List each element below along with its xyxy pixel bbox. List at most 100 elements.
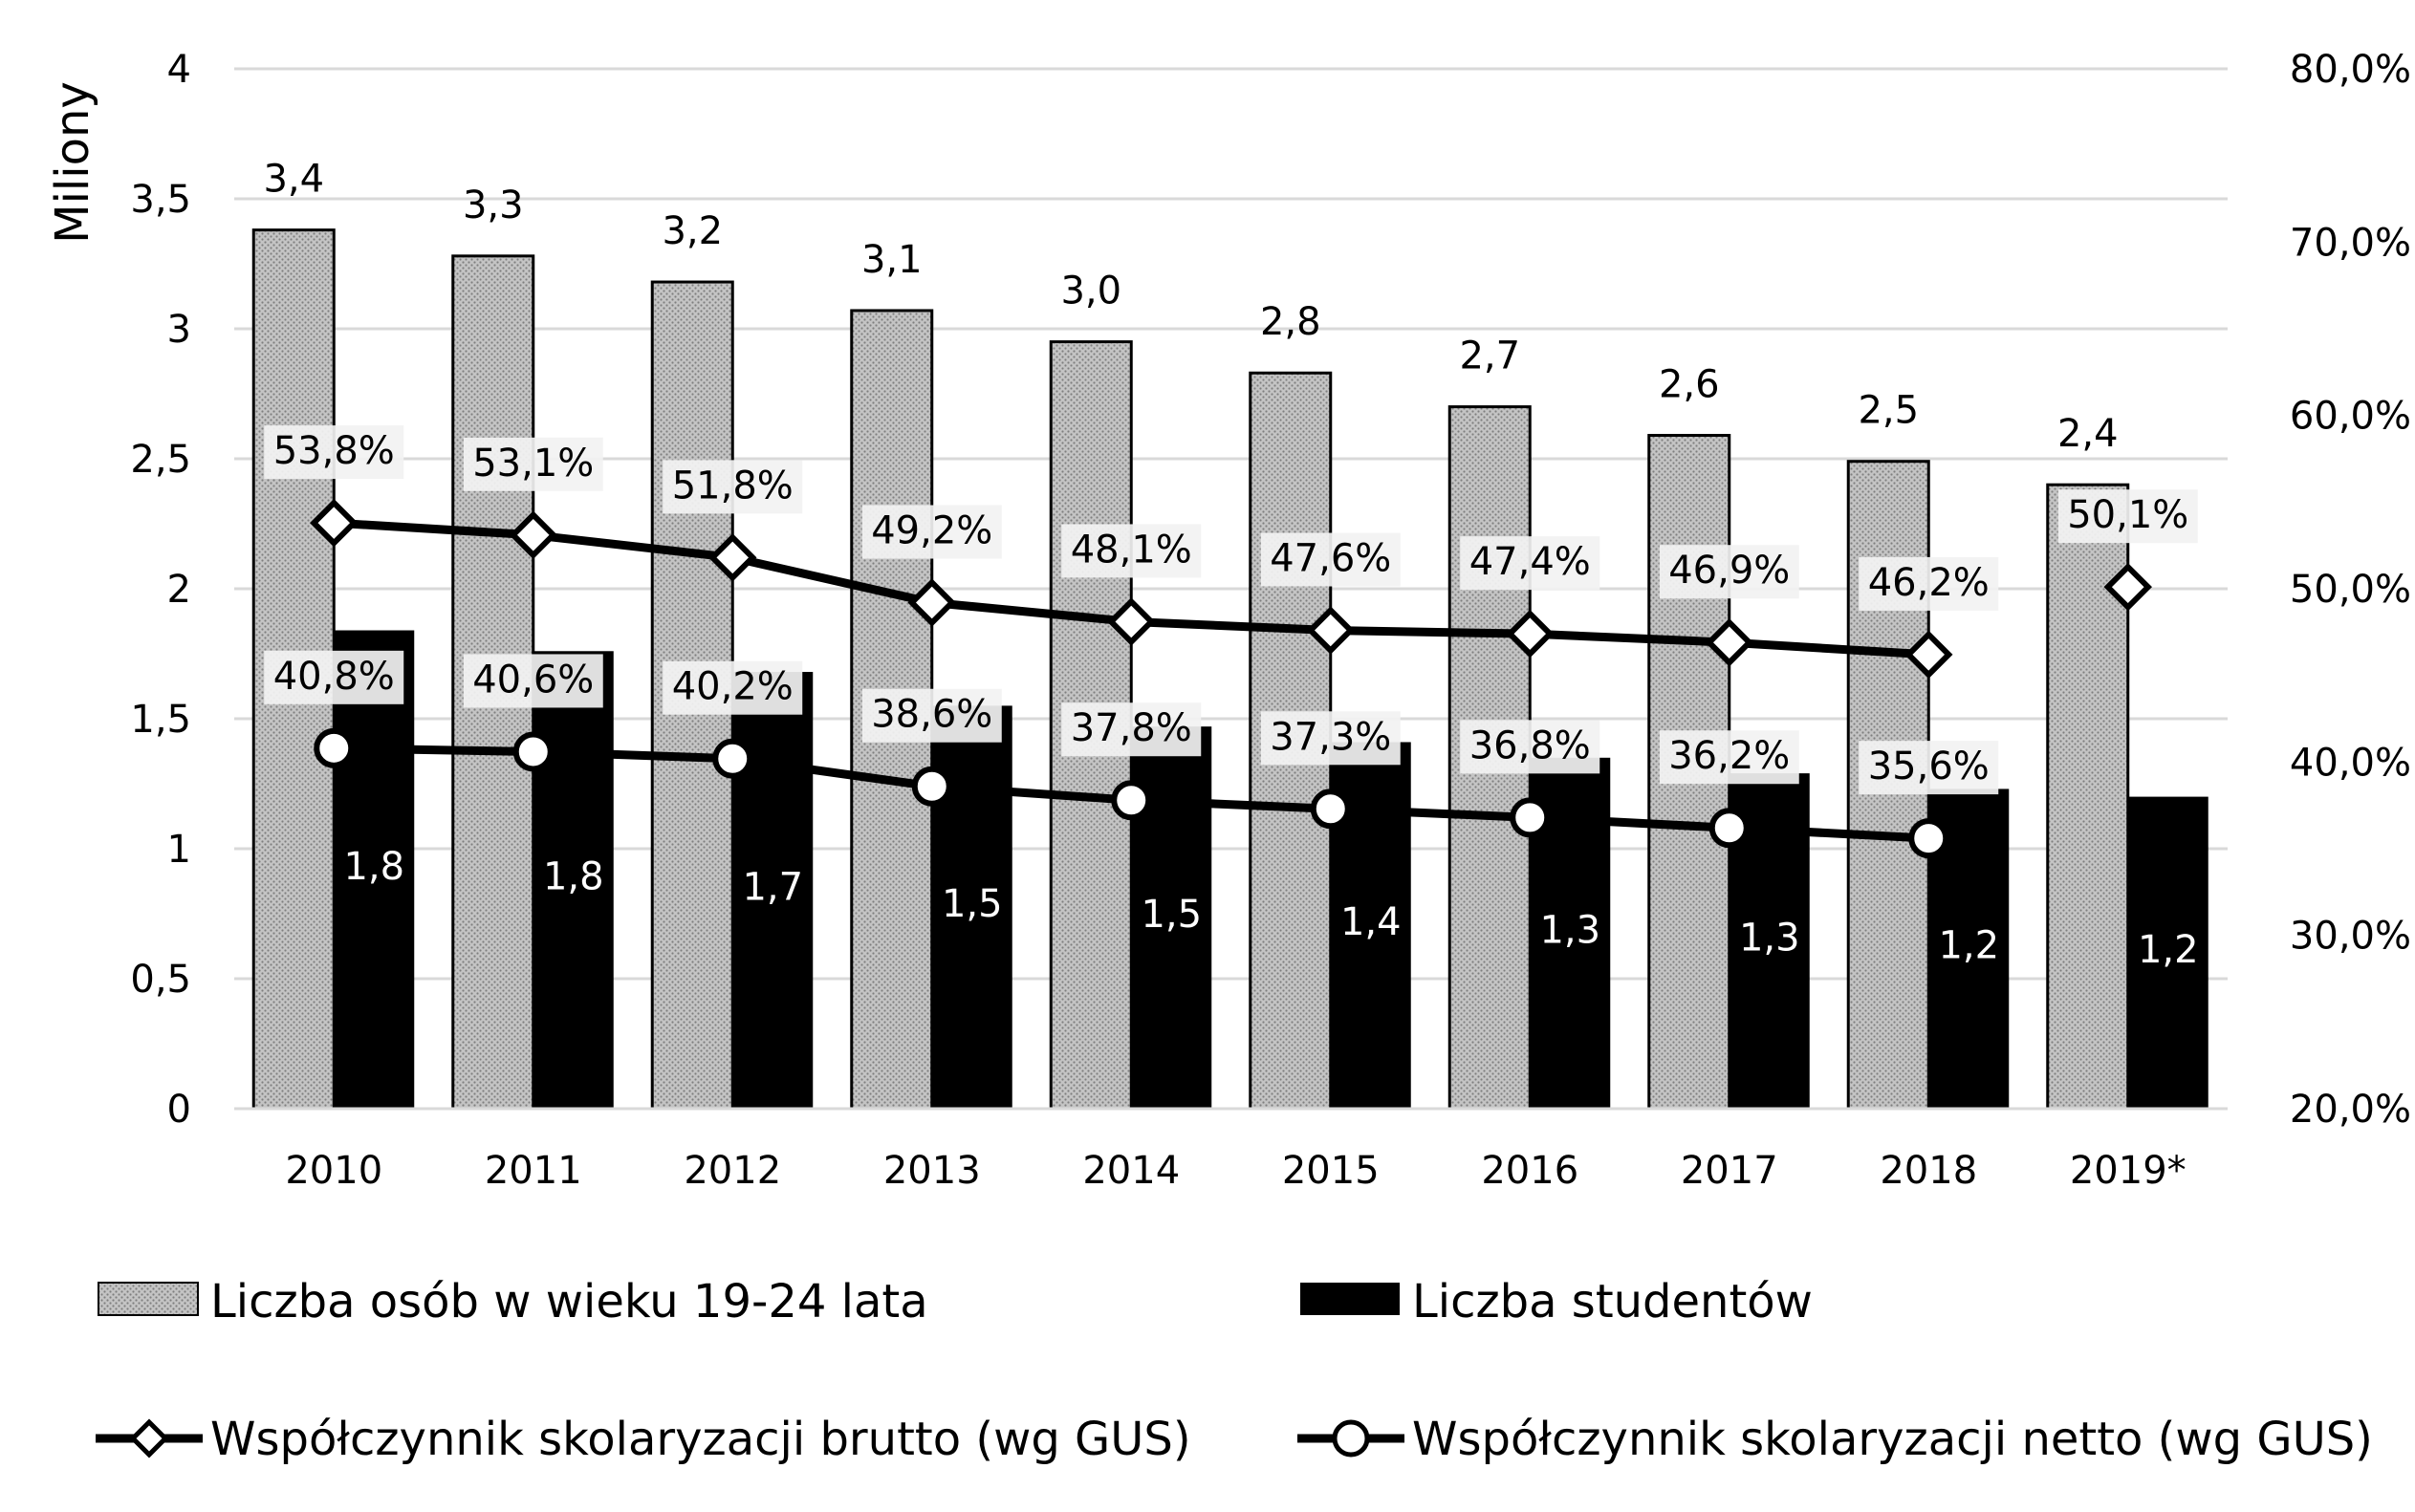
legend-circle-icon	[1332, 1419, 1370, 1458]
legend-diamond-icon	[129, 1418, 169, 1458]
net-value-label: 35,6%	[1868, 745, 1990, 788]
net-circle-marker	[1908, 818, 1949, 859]
y2-tick-label: 60,0%	[2290, 395, 2411, 439]
gross-value-label: 47,4%	[1469, 540, 1591, 584]
gross-diamond-marker	[2103, 562, 2152, 612]
student-value-label: 1,5	[942, 882, 1003, 926]
net-value-label: 37,8%	[1071, 706, 1192, 750]
legend-label-students: Liczba studentów	[1412, 1275, 1813, 1328]
y2-tick-label: 80,0%	[2290, 48, 2411, 92]
net-label-box	[264, 650, 404, 704]
student-value-label: 1,3	[1739, 917, 1800, 961]
student-value-label: 1,4	[1340, 900, 1402, 944]
population-value-label: 3,0	[1060, 270, 1121, 313]
gross-diamond-marker	[1705, 617, 1753, 667]
student-bar	[2127, 796, 2208, 1109]
x-tick-label: 2011	[485, 1149, 582, 1193]
y-tick-label: 1,5	[130, 698, 191, 742]
x-tick-label: 2012	[684, 1149, 781, 1193]
net-label-box	[1260, 711, 1401, 766]
gross-label-box	[1061, 524, 1202, 578]
gross-label-box	[1460, 536, 1600, 591]
gross-label-box	[663, 460, 803, 514]
gross-value-label: 53,1%	[472, 442, 594, 486]
student-bar	[533, 651, 614, 1109]
net-label-box	[663, 660, 803, 715]
net-circle-marker	[1708, 808, 1750, 849]
gross-value-label: 49,2%	[871, 509, 992, 553]
population-value-label: 2,6	[1659, 363, 1720, 407]
gross-diamond-marker	[1904, 630, 1953, 680]
gross-diamond-marker	[509, 510, 557, 560]
net-circle-marker	[512, 731, 554, 772]
y-tick-label: 3	[167, 308, 191, 352]
legend-item-population: Liczba osób w wieku 19-24 lata	[98, 1275, 928, 1328]
legend-label-gross: Współczynnik skolaryzacji brutto (wg GUS…	[210, 1413, 1191, 1466]
gross-label-box	[1659, 545, 1799, 599]
x-tick-label: 2013	[883, 1149, 981, 1193]
ratio-markers	[310, 498, 2152, 859]
net-label-box	[1659, 730, 1799, 785]
gross-label-box	[463, 437, 603, 491]
y2-tick-label: 30,0%	[2290, 915, 2411, 959]
gross-diamond-marker	[1506, 609, 1555, 659]
y-axis-title: Miliony	[46, 81, 99, 244]
y-tick-label: 1	[167, 828, 191, 872]
net-label-box	[861, 688, 1002, 743]
net-value-label: 36,2%	[1668, 734, 1790, 778]
net-circle-marker	[712, 738, 753, 779]
gross-diamond-marker	[708, 533, 757, 582]
net-value-label: 37,3%	[1270, 715, 1391, 759]
gross-label-box	[1859, 556, 1999, 611]
population-value-label: 2,7	[1459, 335, 1520, 378]
population-value-label: 3,4	[263, 158, 324, 202]
student-value-label: 1,8	[543, 855, 604, 899]
population-value-label: 3,1	[861, 238, 923, 282]
net-circle-marker	[314, 727, 355, 768]
net-label-box	[463, 654, 603, 708]
data-labels: 3,4 1,8 3,3 1,8 3,2 1,7 3,1 1,5 3,0 1,5 2,8 1,4 2,7 1…	[263, 158, 2198, 972]
net-circle-marker	[911, 766, 952, 807]
legend-item-gross: Współczynnik skolaryzacji brutto (wg GUS…	[96, 1413, 1191, 1466]
net-label-box	[1460, 720, 1600, 774]
y-tick-label: 0	[167, 1088, 191, 1132]
gross-value-label: 47,6%	[1270, 537, 1391, 581]
net-value-label: 40,6%	[472, 658, 594, 702]
legend-swatch-students	[1300, 1283, 1400, 1315]
y2-tick-label: 20,0%	[2290, 1088, 2411, 1132]
x-tick-label: 2019*	[2070, 1149, 2187, 1193]
student-value-label: 1,5	[1141, 893, 1202, 937]
y-tick-label: 2,5	[130, 438, 191, 482]
net-circle-marker	[1111, 780, 1152, 821]
net-circle-marker	[1510, 797, 1551, 838]
gross-value-label: 50,1%	[2067, 493, 2188, 537]
student-value-label: 1,2	[2138, 928, 2199, 972]
net-label-box	[1061, 702, 1202, 757]
gross-diamond-marker	[907, 578, 956, 627]
y-tick-label: 2	[167, 568, 191, 612]
student-value-label: 1,3	[1539, 908, 1600, 952]
population-value-label: 2,4	[2057, 412, 2119, 456]
x-tick-label: 2016	[1481, 1149, 1578, 1193]
axes: 0 0,5 1 1,5 2 2,5 3 3,5 4 20,0% 30,0% 40,0% 50,0% 60,…	[130, 48, 2411, 1193]
y2-tick-label: 50,0%	[2290, 568, 2411, 612]
legend-label-net: Współczynnik skolaryzacji netto (wg GUS)	[1412, 1413, 2373, 1466]
x-tick-label: 2014	[1082, 1149, 1180, 1193]
y2-tick-label: 70,0%	[2290, 221, 2411, 265]
net-value-label: 40,2%	[672, 665, 794, 709]
x-tick-label: 2010	[285, 1149, 382, 1193]
legend-item-students: Liczba studentów	[1300, 1275, 1813, 1328]
x-tick-label: 2015	[1282, 1149, 1380, 1193]
legend-item-net: Współczynnik skolaryzacji netto (wg GUS)	[1297, 1413, 2373, 1466]
legend-swatch-population	[98, 1282, 199, 1316]
gross-value-label: 48,1%	[1071, 528, 1192, 572]
gross-value-label: 53,8%	[273, 429, 395, 473]
y-tick-label: 0,5	[130, 958, 191, 1002]
population-value-label: 2,8	[1260, 300, 1321, 344]
gross-label-box	[861, 505, 1002, 559]
student-value-label: 1,8	[343, 845, 404, 889]
legend-label-population: Liczba osób w wieku 19-24 lata	[210, 1275, 928, 1328]
gross-diamond-marker	[310, 498, 359, 548]
gross-label-box	[1260, 532, 1401, 587]
